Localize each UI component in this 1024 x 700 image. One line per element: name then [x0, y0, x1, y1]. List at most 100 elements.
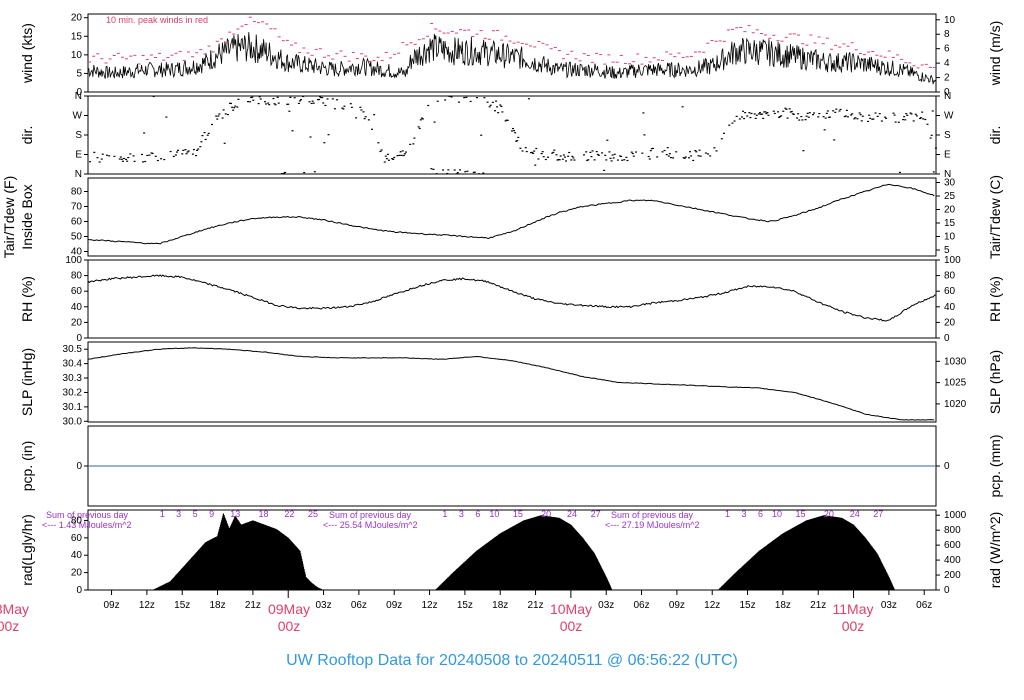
- wind-ylabel-right: wind (m/s): [987, 21, 1003, 87]
- dir-ylabel-right: dir.: [987, 126, 1003, 145]
- panel-rh: [87, 259, 937, 339]
- temp-ytick-right-label: 5: [944, 245, 950, 256]
- x-hour-label: 15z: [174, 600, 190, 611]
- rad-hour-mark: 6: [758, 509, 763, 519]
- temp-ytick-right-label: 15: [944, 218, 956, 229]
- temp-ytick-left-label: 80: [71, 187, 83, 198]
- wind-ytick-right-label: 6: [944, 44, 950, 55]
- rad-hour-mark: 22: [284, 509, 294, 519]
- temp-ytick-right-label: 25: [944, 191, 956, 202]
- dir-ytick-left-label: W: [73, 111, 83, 122]
- x-hour-label: 06z: [916, 600, 932, 611]
- x-hour-label: 06z: [351, 600, 367, 611]
- slp-ytick-left-label: 30.0: [63, 416, 83, 427]
- rh-ytick-right-label: 100: [944, 255, 961, 266]
- x-hour-label: 12z: [421, 600, 437, 611]
- rad-ytick-right-label: 0: [944, 585, 950, 596]
- rad-hour-mark: 6: [475, 509, 480, 519]
- rh-ytick-left-label: 0: [76, 333, 82, 344]
- dir-ytick-left-label: N: [75, 169, 82, 180]
- rad-hour-mark: 27: [591, 509, 601, 519]
- temp-ytick-left-label: 70: [71, 202, 83, 213]
- rad-hour-mark: 10: [489, 509, 499, 519]
- temp-ytick-left-label: 50: [71, 232, 83, 243]
- rad-ytick-right-label: 1000: [944, 510, 967, 521]
- rad-hour-mark: 3: [459, 509, 464, 519]
- temp-ytick-right-label: 30: [944, 178, 956, 189]
- temp-ylabel-right: Tair/Tdew (C): [987, 175, 1003, 259]
- rad-hour-mark: 13: [230, 509, 240, 519]
- rh-ytick-right-label: 80: [944, 271, 956, 282]
- wind-ytick-left-label: 15: [71, 31, 83, 42]
- day-label-11may-00z: 00z: [842, 618, 865, 634]
- rad-hour-mark: 20: [824, 509, 834, 519]
- rad-hour-mark: 1: [160, 509, 165, 519]
- wind-series-line: [87, 32, 936, 85]
- wind-ytick-right-label: 0: [944, 87, 950, 98]
- rh-ytick-left-label: 80: [71, 271, 83, 282]
- rad-hour-mark: 15: [513, 509, 523, 519]
- temp-ytick-left-label: 60: [71, 217, 83, 228]
- rh-ylabel-left: RH (%): [19, 276, 35, 322]
- x-hour-label: 03z: [881, 600, 897, 611]
- day-label-11may: 11May: [833, 601, 874, 617]
- x-hour-label: 21z: [527, 600, 543, 611]
- pcp-ytick-right-label: 0: [944, 461, 950, 472]
- slp-ytick-left-label: 30.1: [63, 402, 83, 413]
- dir-ytick-left-label: S: [75, 130, 82, 141]
- panel-dir: [87, 95, 937, 175]
- rad-hour-mark: 3: [742, 509, 747, 519]
- rad-ytick-right-label: 800: [944, 525, 961, 536]
- wind-ytick-right-label: 2: [944, 73, 950, 84]
- rad-sum-label-1: Sum of previous day: [46, 510, 129, 520]
- slp-ytick-left-label: 30.2: [63, 387, 83, 398]
- rad-hour-mark: 25: [308, 509, 318, 519]
- slp-ylabel-right: SLP (hPa): [987, 350, 1003, 414]
- slp-series-line: [87, 347, 935, 421]
- dir-ytick-right-label: N: [944, 169, 951, 180]
- rad-hour-mark: 9: [209, 509, 214, 519]
- rad-hour-mark: 24: [567, 509, 577, 519]
- rad-ylabel-left: rad(Lgly/hr): [19, 514, 35, 586]
- x-hour-label: 21z: [810, 600, 826, 611]
- rad-ytick-left-label: 80: [71, 515, 83, 526]
- panel-wind: [87, 13, 937, 93]
- wind-ytick-right-label: 10: [944, 15, 956, 26]
- x-hour-label: 09z: [669, 600, 685, 611]
- rad-hour-mark: 27: [873, 509, 883, 519]
- wind-note: 10 min. peak winds in red: [106, 15, 208, 25]
- rad-sum-value-2: <--- 25.54 MJoules/m^2: [323, 520, 418, 530]
- x-hour-label: 03z: [315, 600, 331, 611]
- slp-ytick-right-label: 1020: [944, 399, 967, 410]
- panel-slp: [87, 341, 937, 423]
- rh-ytick-left-label: 40: [71, 302, 83, 313]
- day-label-10may-00z: 00z: [560, 618, 583, 634]
- rh-ytick-right-label: 60: [944, 286, 956, 297]
- rad-series-fill: [152, 513, 895, 590]
- x-hour-label: 06z: [633, 600, 649, 611]
- x-hour-label: 09z: [386, 600, 402, 611]
- slp-ytick-left-label: 30.5: [63, 344, 83, 355]
- x-hour-label: 18z: [775, 600, 791, 611]
- rad-hour-mark: 1: [725, 509, 730, 519]
- x-hour-label: 03z: [598, 600, 614, 611]
- wind-ytick-right-label: 8: [944, 29, 950, 40]
- x-hour-label: 18z: [209, 600, 225, 611]
- temp-ytick-right-label: 20: [944, 205, 956, 216]
- rad-hour-mark: 20: [541, 509, 551, 519]
- slp-ytick-left-label: 30.4: [63, 359, 83, 370]
- x-hour-label: 21z: [245, 600, 261, 611]
- temp-series-line: [87, 183, 935, 245]
- x-hour-label: 18z: [492, 600, 508, 611]
- pcp-ylabel-right: pcp. (mm): [987, 435, 1003, 498]
- x-hour-label: 15z: [457, 600, 473, 611]
- rad-ytick-left-label: 0: [76, 585, 82, 596]
- dir-ytick-left-label: N: [75, 91, 82, 102]
- rh-ytick-left-label: 60: [71, 286, 83, 297]
- dir-ytick-right-label: S: [944, 130, 951, 141]
- dir-ylabel-left: dir.: [19, 126, 35, 145]
- rh-ylabel-right: RH (%): [987, 276, 1003, 322]
- chart-title: UW Rooftop Data for 20240508 to 20240511…: [286, 652, 738, 669]
